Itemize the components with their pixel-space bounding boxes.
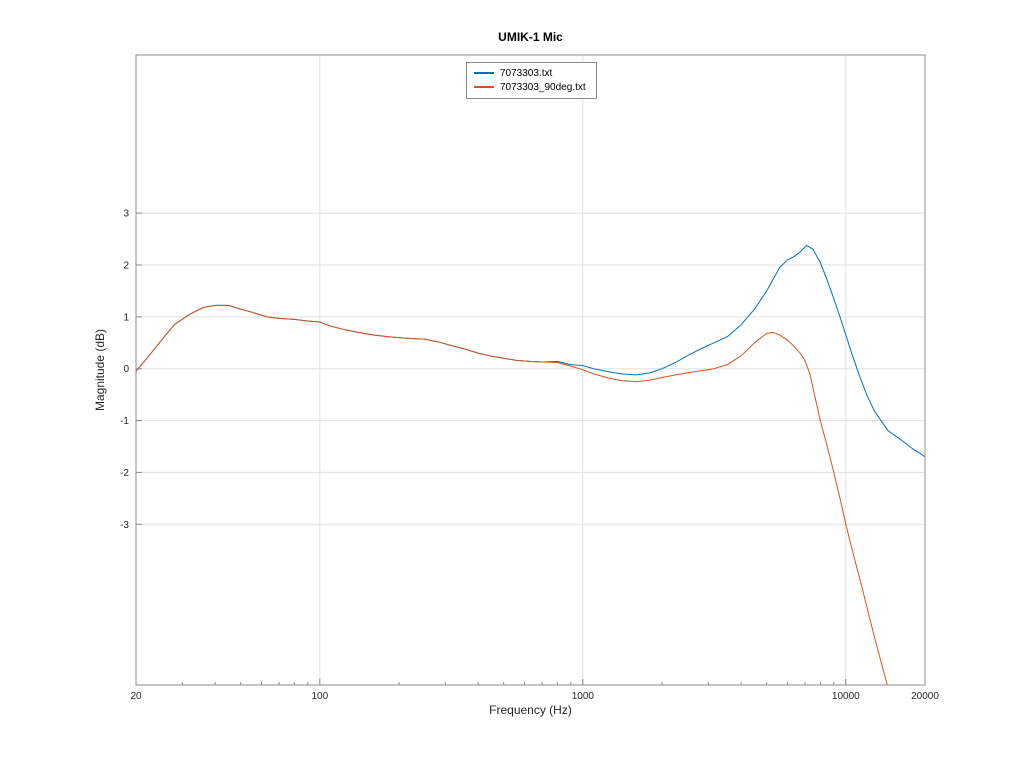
y-tick-label: -2 bbox=[120, 468, 129, 479]
legend: 7073303.txt 7073303_90deg.txt bbox=[466, 62, 597, 99]
y-axis-label: Magnitude (dB) bbox=[93, 328, 107, 412]
series-line-0 bbox=[136, 244, 925, 458]
x-tick-label: 1000 bbox=[572, 691, 595, 702]
y-tick-label: -3 bbox=[120, 520, 129, 531]
x-tick-label: 20 bbox=[130, 691, 142, 702]
legend-label: 7073303.txt bbox=[500, 67, 553, 79]
series-line-1 bbox=[136, 304, 888, 685]
x-tick-label: 100 bbox=[311, 691, 328, 702]
x-tick-label: 10000 bbox=[832, 691, 860, 702]
legend-entry: 7073303_90deg.txt bbox=[474, 80, 586, 94]
chart-title: UMIK-1 Mic bbox=[498, 30, 563, 44]
x-tick-label: 20000 bbox=[911, 691, 939, 702]
plot-border bbox=[135, 54, 926, 686]
y-tick-label: 2 bbox=[123, 261, 129, 272]
y-tick-label: -1 bbox=[120, 416, 129, 427]
legend-entry: 7073303.txt bbox=[474, 66, 586, 80]
legend-label: 7073303_90deg.txt bbox=[500, 81, 586, 93]
y-tick-label: 1 bbox=[123, 312, 129, 323]
y-tick-label: 3 bbox=[123, 209, 129, 220]
legend-line-swatch-orange bbox=[474, 86, 494, 88]
x-axis-label: Frequency (Hz) bbox=[489, 703, 572, 717]
legend-line-swatch-blue bbox=[474, 72, 494, 74]
y-tick-label: 0 bbox=[123, 364, 129, 375]
